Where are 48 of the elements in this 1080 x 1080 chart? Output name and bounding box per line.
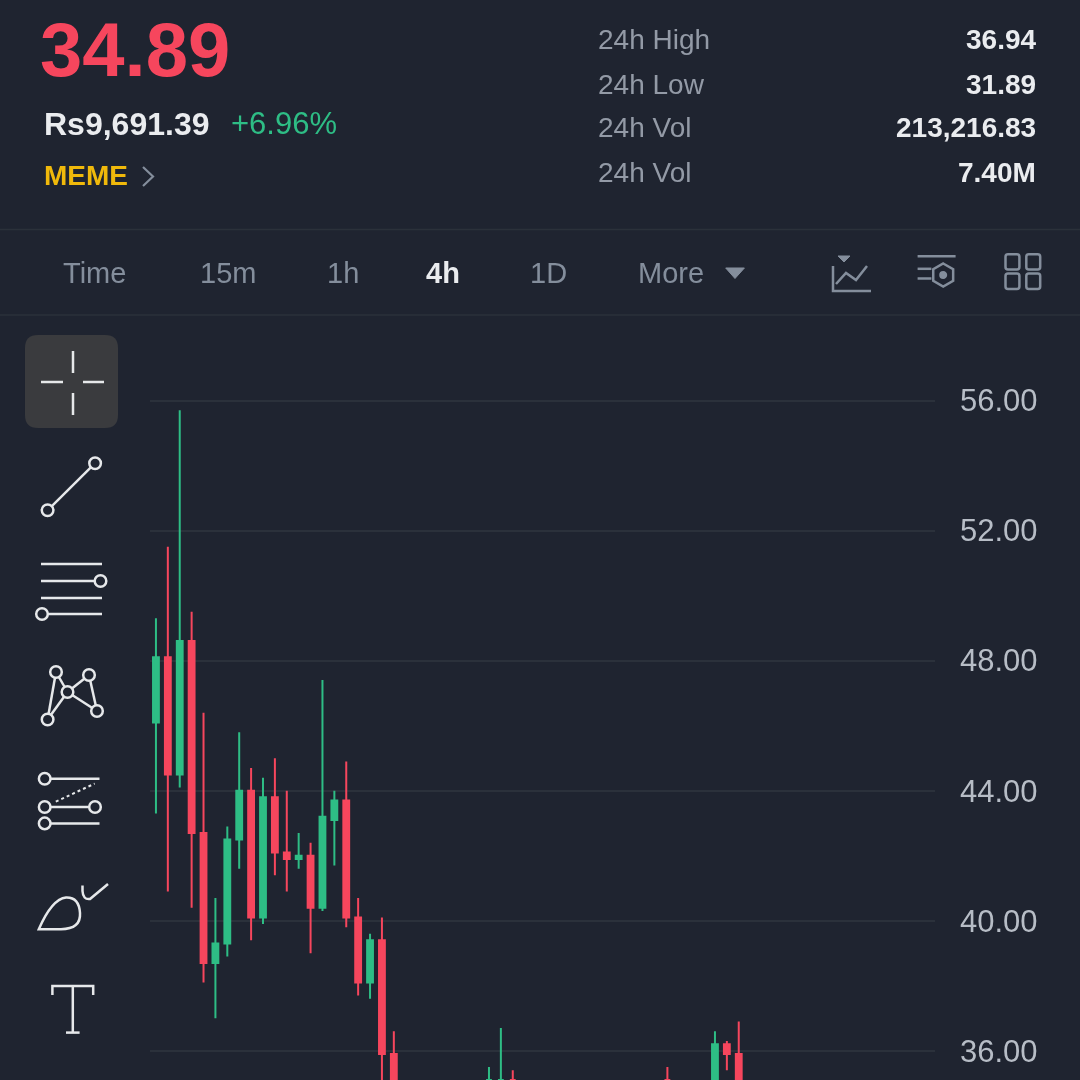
- text: MEME: [44, 160, 128, 191]
- text: Rs9,691.39: [44, 106, 210, 142]
- candlestick: [330, 789, 339, 867]
- text: More: [638, 257, 705, 289]
- candlestick: [306, 841, 315, 955]
- text: 24h High: [598, 24, 711, 55]
- candlestick: [389, 1030, 398, 1080]
- candlestick: [270, 757, 279, 877]
- candlestick: [152, 617, 160, 815]
- candlestick: [247, 766, 256, 942]
- candlestick: [282, 789, 291, 893]
- text: 36.94: [966, 24, 1037, 55]
- text: 24h Low: [598, 69, 705, 100]
- candlestick: [354, 896, 363, 997]
- y-tick-label: 52.00: [960, 513, 1038, 549]
- candlestick: [259, 776, 267, 925]
- text: 7.40M: [958, 157, 1036, 188]
- candlestick: [163, 545, 172, 893]
- candlestick: [187, 610, 196, 909]
- text: 24h Vol: [598, 112, 692, 143]
- text: 1D: [530, 257, 568, 289]
- candlestick: [378, 916, 386, 1080]
- y-tick-label: 36.00: [960, 1033, 1038, 1069]
- text: 15m: [200, 257, 257, 289]
- candlestick: [711, 1030, 719, 1080]
- candlestick: [235, 731, 244, 870]
- text: +6.96%: [231, 106, 338, 141]
- text: 213,216.83: [896, 112, 1037, 143]
- text: 24h Vol: [598, 157, 692, 188]
- candlestick: [199, 711, 208, 984]
- candlestick: [175, 409, 184, 789]
- candlestick: [211, 896, 220, 1020]
- y-tick-label: 56.00: [960, 383, 1038, 419]
- candlestick: [734, 1020, 743, 1080]
- text: 31.89: [966, 69, 1037, 100]
- candlestick: [223, 825, 232, 958]
- y-tick-label: 44.00: [960, 773, 1038, 809]
- y-tick-label: 40.00: [960, 903, 1038, 939]
- text: 1h: [327, 257, 360, 289]
- y-tick-label: 48.00: [960, 643, 1038, 679]
- candlestick: [342, 760, 351, 929]
- candlestick: [318, 679, 327, 912]
- candlestick: [294, 831, 303, 870]
- candlestick: [366, 932, 374, 1000]
- candlestick: [722, 1039, 731, 1072]
- text: 4h: [426, 257, 460, 289]
- chart-title: 34.89: [40, 6, 231, 92]
- text: Time: [63, 257, 127, 289]
